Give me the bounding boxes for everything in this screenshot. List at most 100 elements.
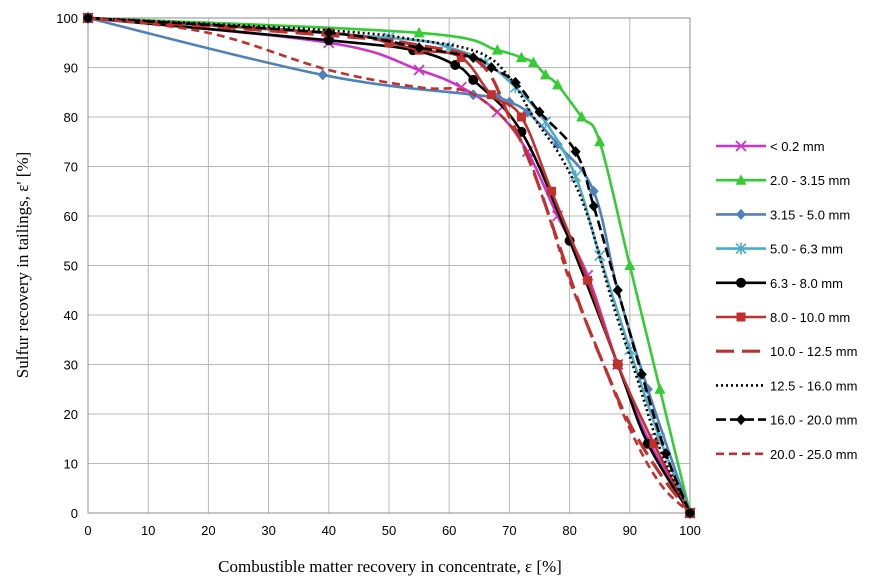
legend-item: 16.0 - 20.0 mm <box>716 413 857 428</box>
legend-item: 6.3 - 8.0 mm <box>716 276 843 291</box>
data-point <box>83 13 93 23</box>
y-tick-label: 0 <box>71 506 78 521</box>
data-point <box>612 284 623 296</box>
legend-label: 5.0 - 6.3 mm <box>770 242 843 257</box>
series-line <box>87 16 691 514</box>
plot-series <box>82 12 696 519</box>
series-line <box>87 16 692 514</box>
legend-item: 5.0 - 6.3 mm <box>716 242 843 257</box>
y-axis-label: Sulfur recovery in tailings, ε' [%] <box>13 152 32 378</box>
x-tick-label: 80 <box>562 523 576 538</box>
legend-item: 10.0 - 12.5 mm <box>716 344 857 359</box>
data-point <box>547 186 557 196</box>
data-point <box>414 42 425 54</box>
legend: < 0.2 mm 2.0 - 3.15 mm 3.15 - 5.0 mm 5.0 - … <box>716 139 857 462</box>
data-point <box>456 53 466 63</box>
x-axis-label: Combustible matter recovery in concentra… <box>218 557 562 576</box>
data-point <box>323 27 334 39</box>
data-point <box>636 368 647 380</box>
data-point <box>413 64 425 76</box>
data-point <box>486 62 497 73</box>
x-tick-label: 40 <box>322 523 336 538</box>
data-point <box>384 38 394 48</box>
data-point <box>588 200 599 212</box>
data-point <box>735 242 747 255</box>
legend-label: 8.0 - 10.0 mm <box>770 310 850 325</box>
y-tick-label: 60 <box>64 209 78 224</box>
legend-label: 2.0 - 3.15 mm <box>770 173 850 188</box>
data-point <box>735 140 747 152</box>
plot-border <box>87 17 691 514</box>
x-tick-label: 0 <box>84 523 91 538</box>
legend-label: 10.0 - 12.5 mm <box>770 344 857 359</box>
x-tick-label: 60 <box>442 523 456 538</box>
y-tick-label: 70 <box>64 160 78 175</box>
x-tick-label: 30 <box>261 523 275 538</box>
x-tick-label: 10 <box>141 523 155 538</box>
y-tick-label: 50 <box>64 259 78 274</box>
legend-item: 2.0 - 3.15 mm <box>716 173 850 188</box>
data-point <box>649 439 659 449</box>
series-6 <box>87 16 692 514</box>
data-point <box>736 414 746 426</box>
legend-label: 20.0 - 25.0 mm <box>770 447 857 462</box>
y-tick-label: 10 <box>64 457 78 472</box>
data-point <box>317 69 328 81</box>
legend-item: 20.0 - 25.0 mm <box>716 447 857 462</box>
y-tick-label: 80 <box>64 110 78 125</box>
data-point <box>736 312 746 322</box>
data-point <box>685 508 695 518</box>
data-point <box>735 174 747 185</box>
legend-label: 12.5 - 16.0 mm <box>770 378 857 393</box>
data-point <box>486 90 496 100</box>
data-point <box>510 76 521 88</box>
data-point <box>450 60 461 71</box>
data-point <box>413 26 425 38</box>
legend-label: 6.3 - 8.0 mm <box>770 276 843 291</box>
legend-label: 16.0 - 20.0 mm <box>770 413 857 428</box>
data-point <box>540 68 552 80</box>
data-point <box>594 249 606 262</box>
x-tick-label: 50 <box>382 523 396 538</box>
data-point <box>468 52 479 64</box>
data-point <box>594 135 606 147</box>
legend-item: 8.0 - 10.0 mm <box>716 310 850 325</box>
grid <box>87 17 691 514</box>
series-9 <box>87 16 691 514</box>
data-point <box>552 78 564 90</box>
data-point <box>570 170 582 183</box>
y-tick-label: 100 <box>56 11 78 26</box>
y-tick-label: 40 <box>64 308 78 323</box>
series-8 <box>83 12 695 519</box>
y-tick-label: 30 <box>64 358 78 373</box>
data-point <box>534 106 545 118</box>
x-tick-label: 20 <box>201 523 215 538</box>
data-point <box>527 56 539 68</box>
data-point <box>468 74 479 85</box>
legend-label: 3.15 - 5.0 mm <box>770 207 850 222</box>
data-point <box>576 111 588 122</box>
data-point <box>736 208 746 220</box>
series-7 <box>87 16 692 514</box>
series-line <box>87 16 692 514</box>
x-tick-label: 70 <box>502 523 516 538</box>
x-tick-label: 90 <box>623 523 637 538</box>
data-point <box>736 277 746 288</box>
legend-item: < 0.2 mm <box>716 139 825 154</box>
legend-item: 3.15 - 5.0 mm <box>716 207 850 222</box>
y-tick-label: 90 <box>64 61 78 76</box>
data-point <box>323 35 334 46</box>
data-point <box>654 383 666 394</box>
y-tick-label: 20 <box>64 407 78 422</box>
axis-ticks: 0 10 20 30 40 50 60 70 80 90 100 0 10 20 30 40 50 60 70 80 9… <box>56 11 701 538</box>
data-point <box>570 146 581 158</box>
data-point <box>491 44 503 55</box>
endpoint-markers <box>83 13 695 518</box>
x-tick-label: 100 <box>679 523 701 538</box>
data-point <box>613 360 623 369</box>
legend-item: 12.5 - 16.0 mm <box>716 378 857 393</box>
data-point <box>515 51 527 63</box>
data-point <box>516 112 526 122</box>
data-point <box>583 275 593 285</box>
